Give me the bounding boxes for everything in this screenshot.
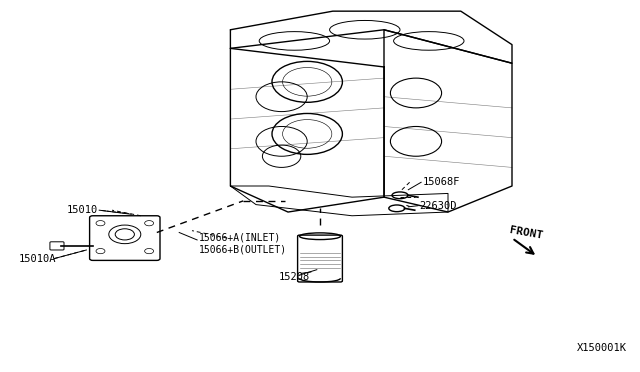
Text: 15208: 15208 <box>278 272 310 282</box>
Text: 15010: 15010 <box>67 205 99 215</box>
Text: X150001K: X150001K <box>577 343 627 353</box>
FancyBboxPatch shape <box>298 235 342 282</box>
Text: 15068F: 15068F <box>422 177 460 187</box>
FancyBboxPatch shape <box>50 242 64 250</box>
Text: 15066+A(INLET)
15066+B(OUTLET): 15066+A(INLET) 15066+B(OUTLET) <box>198 233 287 254</box>
FancyBboxPatch shape <box>90 216 160 260</box>
Text: FRONT: FRONT <box>509 225 544 240</box>
Text: 15010A: 15010A <box>19 254 57 263</box>
Text: 22630D: 22630D <box>419 202 457 211</box>
